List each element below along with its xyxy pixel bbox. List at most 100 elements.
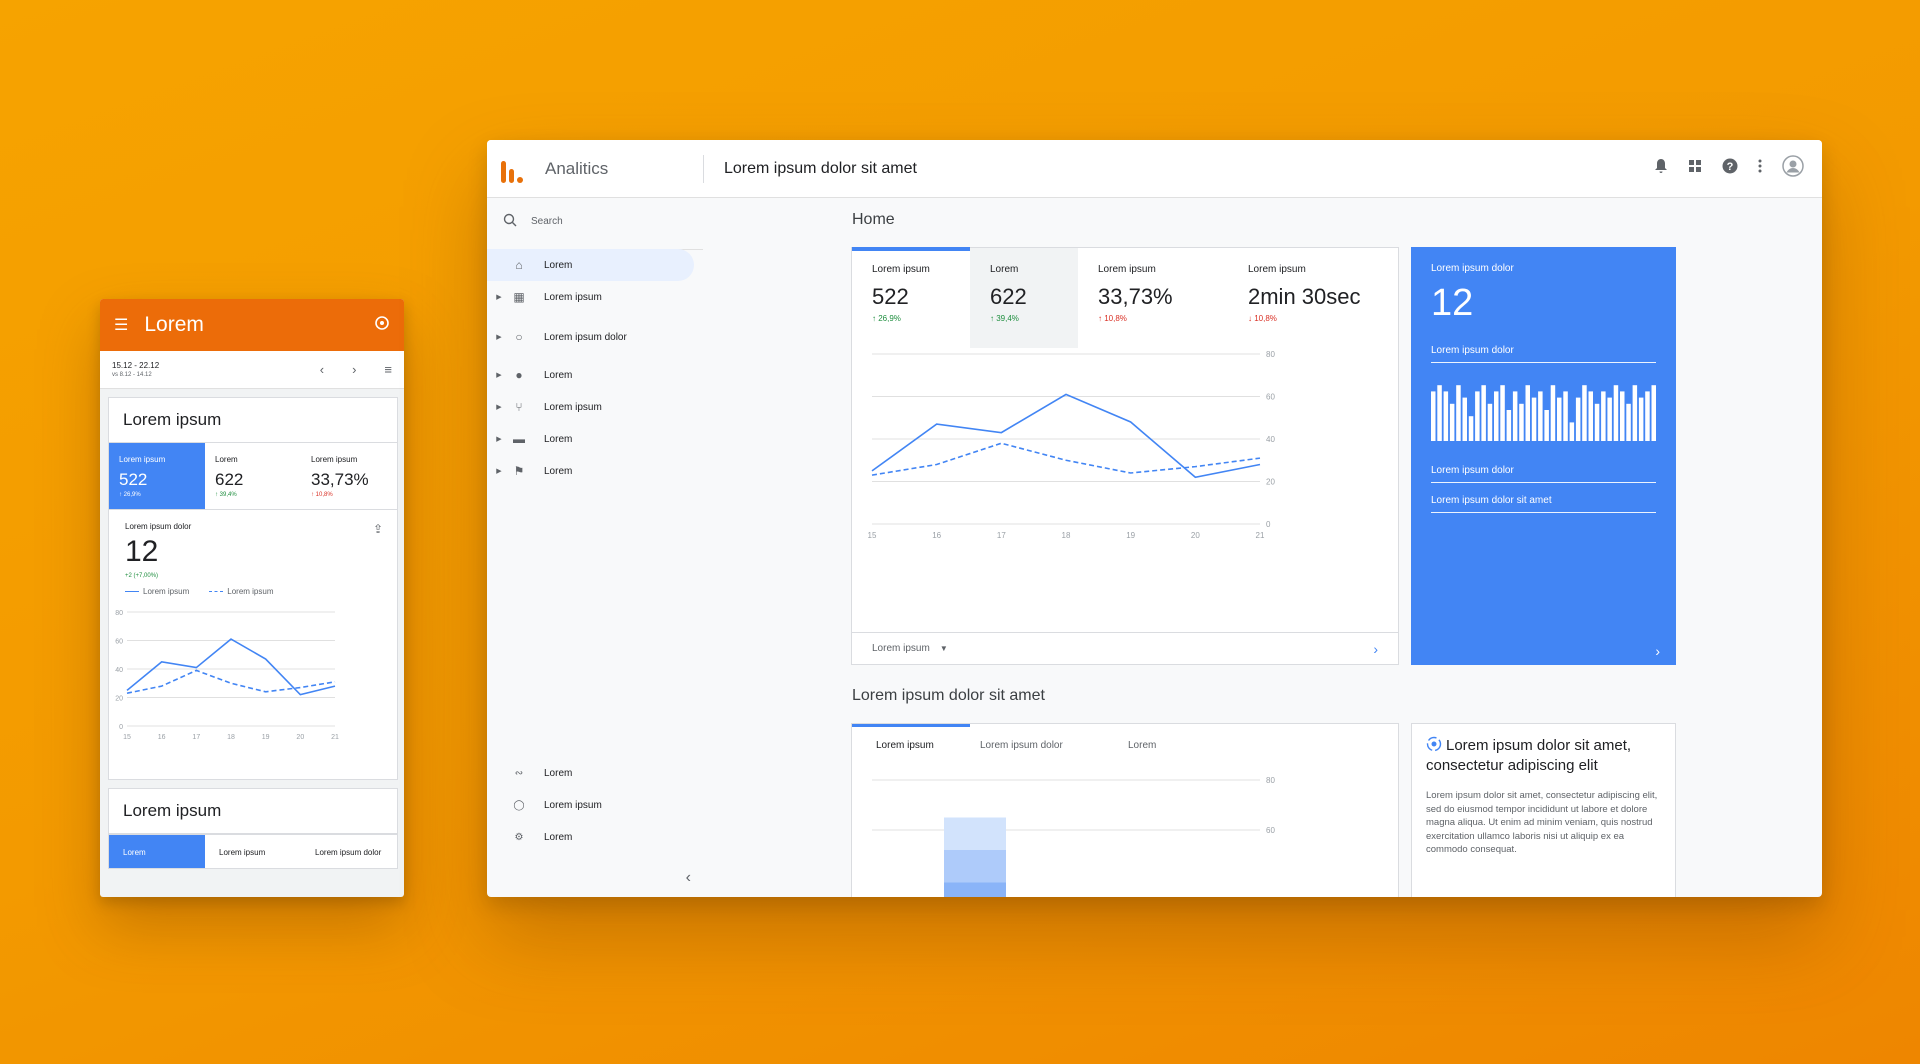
chart-legend: Lorem ipsum Lorem ipsum: [125, 587, 381, 596]
kpi-tab[interactable]: Lorem ipsum 33,73% ↑ 10,8%: [1078, 248, 1228, 348]
chevron-right-icon[interactable]: ›: [1373, 640, 1378, 657]
main-content: Home Lorem ipsum 522 ↑ 26,9% Lorem 622 ↑…: [847, 199, 1822, 897]
card-title: Lorem ipsum: [109, 789, 397, 834]
mobile-tab[interactable]: Lorem ipsum dolor: [315, 848, 382, 857]
sidebar-item-home[interactable]: ⌂ Lorem: [487, 249, 694, 281]
mobile-tab[interactable]: Lorem ipsum: [219, 848, 266, 857]
lightbulb-icon: ◯: [513, 799, 525, 811]
mobile-stat-tab[interactable]: Lorem ipsum 33,73% ↑ 10,8%: [301, 443, 397, 509]
breakdown-tabs: Lorem ipsum Lorem ipsum dolor Lorem: [852, 724, 1398, 760]
realtime-bar: [1500, 385, 1505, 441]
divider: [703, 154, 704, 183]
sidebar-item-behavior[interactable]: ▶ ▬ Lorem: [487, 423, 703, 455]
app-name: Analitics: [545, 158, 609, 178]
chevron-left-icon[interactable]: ‹: [319, 362, 325, 377]
sidebar-item-explore[interactable]: ▶ ○ Lorem ipsum dolor: [487, 321, 703, 353]
breakdown-bar-chart: 60 80: [872, 776, 1275, 897]
breakdown-tab[interactable]: Lorem ipsum dolor: [980, 740, 1063, 751]
realtime-bar: [1575, 397, 1581, 441]
realtime-bar: [1582, 385, 1587, 441]
section-heading: Lorem ipsum dolor sit amet: [852, 687, 1045, 704]
y-tick-label: 60: [1266, 393, 1275, 402]
search-input[interactable]: Search: [531, 215, 563, 227]
more-vert-icon[interactable]: [1758, 159, 1762, 178]
collapse-sidebar-icon[interactable]: ‹: [685, 869, 691, 886]
sidebar-item-audience[interactable]: ▶ ● Lorem: [487, 359, 703, 391]
folder-icon: ▬: [513, 432, 525, 446]
kpi-tabs: Lorem ipsum 522 ↑ 26,9% Lorem 622 ↑ 39,4…: [852, 247, 1398, 348]
sidebar-item-admin[interactable]: ⚙ Lorem: [487, 821, 703, 853]
bell-icon[interactable]: [1654, 158, 1668, 179]
x-tick-label: 16: [158, 734, 166, 741]
search-icon: [503, 213, 517, 230]
menu-icon[interactable]: ☰: [114, 317, 129, 334]
flag-icon: ⚑: [513, 464, 525, 478]
home-icon: ⌂: [515, 258, 523, 272]
desktop-app: Analitics Lorem ipsum dolor sit amet ?: [487, 140, 1822, 897]
realtime-bar: [1481, 385, 1486, 441]
realtime-bar: [1437, 385, 1442, 441]
chevron-right-icon[interactable]: ›: [352, 362, 357, 377]
mobile-stat-tab[interactable]: Lorem ipsum 522 ↑ 26,9%: [109, 443, 205, 509]
insight-card: Lorem ipsum dolor sit amet, consectetur …: [1411, 723, 1676, 897]
date-range: 15.12 - 22.12: [112, 361, 160, 370]
share-icon[interactable]: ⇪: [372, 522, 383, 536]
svg-text:?: ?: [1727, 161, 1734, 173]
stat-label: Lorem: [215, 455, 238, 464]
realtime-bar: [1613, 385, 1619, 441]
compare-range: vs 8.12 - 14.12: [112, 372, 152, 378]
realtime-bar: [1638, 397, 1644, 441]
legend-label: Lorem ipsum: [143, 587, 190, 596]
x-tick-label: 20: [296, 734, 304, 741]
dropdown-arrow-icon[interactable]: ▼: [939, 644, 948, 653]
sidebar-item-label: Lorem: [544, 767, 573, 779]
kpi-value: 622: [990, 284, 1027, 309]
metric-select[interactable]: Lorem ipsum: [872, 643, 930, 654]
realtime-bar: [1588, 391, 1593, 441]
realtime-bar: [1456, 385, 1461, 441]
kpi-tab[interactable]: Lorem 622 ↑ 39,4%: [970, 248, 1078, 348]
realtime-bar: [1550, 385, 1556, 441]
legend-label: Lorem ipsum: [227, 587, 274, 596]
realtime-bar: [1557, 397, 1562, 441]
sidebar-item-attribution[interactable]: ∾ Lorem: [487, 757, 703, 789]
insights-icon[interactable]: [374, 315, 390, 336]
x-tick-label: 15: [123, 734, 131, 741]
mobile-stat-tab[interactable]: Lorem 622 ↑ 39,4%: [205, 443, 301, 509]
circle-icon: ○: [515, 330, 523, 344]
realtime-bar: [1462, 397, 1467, 441]
series-line: [871, 393, 1261, 479]
sidebar-item-discover[interactable]: ◯ Lorem ipsum: [487, 789, 703, 821]
kpi-tab[interactable]: Lorem ipsum 522 ↑ 26,9%: [852, 247, 970, 348]
sidebar-item-acquisition[interactable]: ▶ ⑂ Lorem ipsum: [487, 391, 703, 423]
sidebar-item-conversions[interactable]: ▶ ⚑ Lorem: [487, 455, 703, 487]
chevron-right-icon[interactable]: ›: [1655, 643, 1660, 659]
detail-value: 12: [125, 535, 159, 568]
mobile-card-2: Lorem ipsum Lorem Lorem ipsum Lorem ipsu…: [108, 788, 398, 869]
apps-grid-icon[interactable]: [1688, 159, 1702, 178]
breakdown-tab[interactable]: Lorem ipsum: [852, 724, 970, 760]
caret-right-icon: ▶: [496, 334, 502, 341]
kpi-change: ↑ 39,4%: [990, 314, 1019, 323]
dashboard-icon: ▦: [513, 290, 525, 304]
y-tick-label: 80: [1266, 350, 1275, 359]
realtime-bar: [1468, 416, 1474, 441]
mobile-title: Lorem: [144, 313, 204, 336]
filter-icon[interactable]: ≡: [384, 362, 392, 377]
date-range-bar: 15.12 - 22.12 vs 8.12 - 14.12 ‹ › ≡: [100, 351, 404, 389]
y-tick-label: 40: [115, 667, 123, 674]
avatar-icon[interactable]: [1782, 155, 1804, 182]
legend-item: Lorem ipsum: [209, 587, 274, 596]
realtime-value: 12: [1431, 282, 1474, 324]
search-bar[interactable]: Search: [487, 199, 703, 243]
x-tick-label: 21: [1256, 531, 1265, 540]
sidebar-item-reports[interactable]: ▶ ▦ Lorem ipsum: [487, 281, 703, 313]
breakdown-tab[interactable]: Lorem: [1128, 740, 1157, 751]
realtime-bar: [1651, 385, 1656, 441]
insight-title: Lorem ipsum dolor sit amet, consectetur …: [1426, 736, 1661, 775]
insight-body: Lorem ipsum dolor sit amet, consectetur …: [1426, 790, 1658, 855]
mobile-tab[interactable]: Lorem: [109, 835, 205, 868]
help-icon[interactable]: ?: [1722, 158, 1738, 179]
overview-card: Lorem ipsum 522 ↑ 26,9% Lorem 622 ↑ 39,4…: [851, 247, 1399, 665]
kpi-tab[interactable]: Lorem ipsum 2min 30sec ↓ 10,8%: [1228, 248, 1398, 348]
